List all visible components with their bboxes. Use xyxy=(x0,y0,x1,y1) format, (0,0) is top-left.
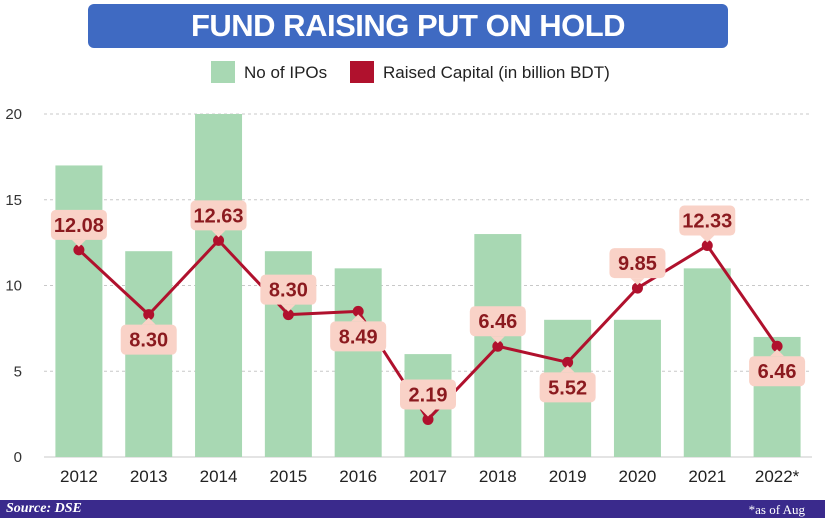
data-label: 12.08 xyxy=(54,215,104,237)
source-text: Source: DSE xyxy=(6,501,82,516)
data-label-box xyxy=(330,321,387,352)
data-label: 12.33 xyxy=(682,211,732,233)
y-tick-label: 15 xyxy=(5,192,22,209)
ipo-bar xyxy=(683,268,731,457)
data-label: 8.30 xyxy=(129,330,168,352)
data-label-pointer xyxy=(700,235,715,243)
x-tick-label: 2012 xyxy=(60,467,98,486)
data-label-pointer xyxy=(560,365,575,373)
data-label-pointer xyxy=(71,239,86,247)
capital-point xyxy=(701,240,713,252)
capital-point xyxy=(631,282,643,294)
data-label-box xyxy=(120,324,177,355)
data-label: 8.30 xyxy=(269,280,308,302)
ipo-bar xyxy=(55,165,103,457)
data-label-pointer xyxy=(490,336,505,344)
footer-bar: Source: DSE *as of Aug xyxy=(0,500,825,518)
y-tick-label: 20 xyxy=(5,106,22,123)
x-tick-label: 2015 xyxy=(269,467,307,486)
data-label: 9.85 xyxy=(618,253,657,275)
data-label-box xyxy=(609,248,666,279)
data-label: 6.46 xyxy=(478,311,517,333)
capital-point xyxy=(771,340,783,352)
data-label-pointer xyxy=(630,278,645,286)
legend-swatch-ipos xyxy=(211,61,235,83)
data-label-pointer xyxy=(141,317,156,325)
data-label-pointer xyxy=(211,230,226,238)
x-tick-label: 2021 xyxy=(688,467,726,486)
data-label-box xyxy=(260,274,317,305)
data-label-box xyxy=(539,372,596,403)
data-label-box xyxy=(749,356,806,387)
data-label-box xyxy=(679,205,736,236)
data-label-pointer xyxy=(281,304,296,312)
x-tick-label: 2018 xyxy=(479,467,517,486)
y-tick-label: 5 xyxy=(14,363,22,380)
capital-point xyxy=(562,356,574,368)
legend-label-ipos: No of IPOs xyxy=(244,63,327,82)
data-label: 6.46 xyxy=(758,361,797,383)
x-tick-label: 2022* xyxy=(755,467,800,486)
data-label: 8.49 xyxy=(339,326,378,348)
x-tick-label: 2016 xyxy=(339,467,377,486)
x-tick-label: 2013 xyxy=(130,467,168,486)
data-label-box xyxy=(190,200,247,231)
legend-label-capital: Raised Capital (in billion BDT) xyxy=(383,63,610,82)
chart-title: FUND RAISING PUT ON HOLD xyxy=(190,8,626,43)
capital-point xyxy=(492,340,504,352)
data-label-pointer xyxy=(770,349,785,357)
chart: 0 5 10 15 20 2012 2013 2014 2015 2016 2017 2018 2019… xyxy=(5,61,812,486)
ipo-bar xyxy=(613,319,661,457)
footnote-text: *as of Aug xyxy=(748,502,805,517)
data-label-pointer xyxy=(351,314,366,322)
legend-swatch-capital xyxy=(350,61,374,83)
ipo-bar xyxy=(334,268,382,457)
capital-point xyxy=(213,234,225,246)
x-tick-label: 2017 xyxy=(409,467,447,486)
x-tick-label: 2020 xyxy=(619,467,657,486)
capital-point xyxy=(422,413,434,425)
capital-point xyxy=(73,244,85,256)
ipo-bar xyxy=(195,114,243,457)
capital-point xyxy=(143,309,155,321)
data-label: 12.63 xyxy=(194,205,244,227)
data-label-pointer xyxy=(421,409,435,417)
data-label: 2.19 xyxy=(409,384,448,406)
y-tick-label: 0 xyxy=(14,449,22,466)
data-label: 5.52 xyxy=(548,377,587,399)
y-tick-label: 10 xyxy=(5,278,22,295)
capital-point xyxy=(352,305,364,317)
capital-point xyxy=(282,309,294,321)
data-label-box xyxy=(469,306,526,337)
data-label-box xyxy=(400,379,456,410)
title-banner: FUND RAISING PUT ON HOLD xyxy=(88,4,728,48)
x-tick-label: 2014 xyxy=(200,467,238,486)
x-tick-label: 2019 xyxy=(549,467,587,486)
data-label-box xyxy=(50,209,107,240)
